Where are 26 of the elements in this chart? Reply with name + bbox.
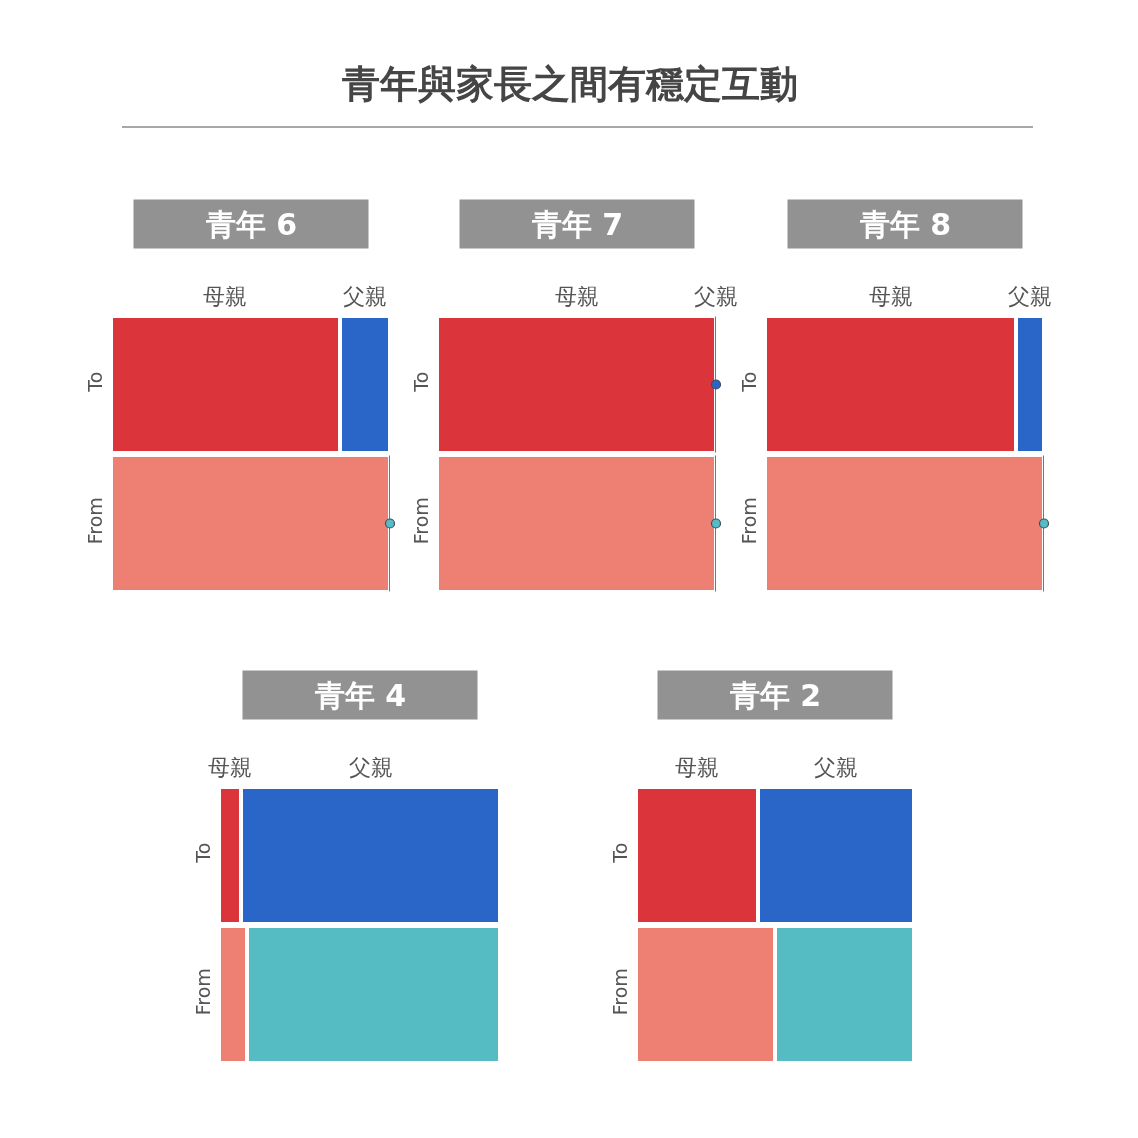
- chart-title: 青年 4: [313, 677, 407, 713]
- y-tick-label: From: [609, 968, 632, 1016]
- y-tick-label: From: [410, 497, 433, 545]
- y-tick-label: To: [410, 371, 433, 393]
- series-label: 父親: [343, 284, 387, 309]
- y-tick-label: To: [192, 842, 215, 864]
- series-label: 父親: [349, 755, 393, 780]
- series-label: 父親: [814, 755, 858, 780]
- y-tick-label: To: [738, 371, 761, 393]
- chart-title: 青年 2: [728, 677, 822, 713]
- y-tick-label: From: [738, 497, 761, 545]
- y-tick-label: From: [192, 968, 215, 1016]
- chart-title: 青年 7: [530, 206, 624, 242]
- series-label: 母親: [555, 284, 599, 309]
- series-label: 母親: [203, 284, 247, 309]
- text: 父親: [694, 284, 738, 309]
- y-tick-label: To: [609, 842, 632, 864]
- y-tick-label: From: [84, 497, 107, 545]
- chart-title: 青年 6: [204, 206, 298, 242]
- text: 青年與家長之間有穩定互動: [341, 62, 798, 106]
- chart-title: 青年 8: [858, 206, 952, 242]
- series-label: 母親: [208, 755, 252, 780]
- series-label: 母親: [869, 284, 913, 309]
- series-label: 父親: [1008, 284, 1052, 309]
- y-tick-label: To: [84, 371, 107, 393]
- series-label: 母親: [675, 755, 719, 780]
